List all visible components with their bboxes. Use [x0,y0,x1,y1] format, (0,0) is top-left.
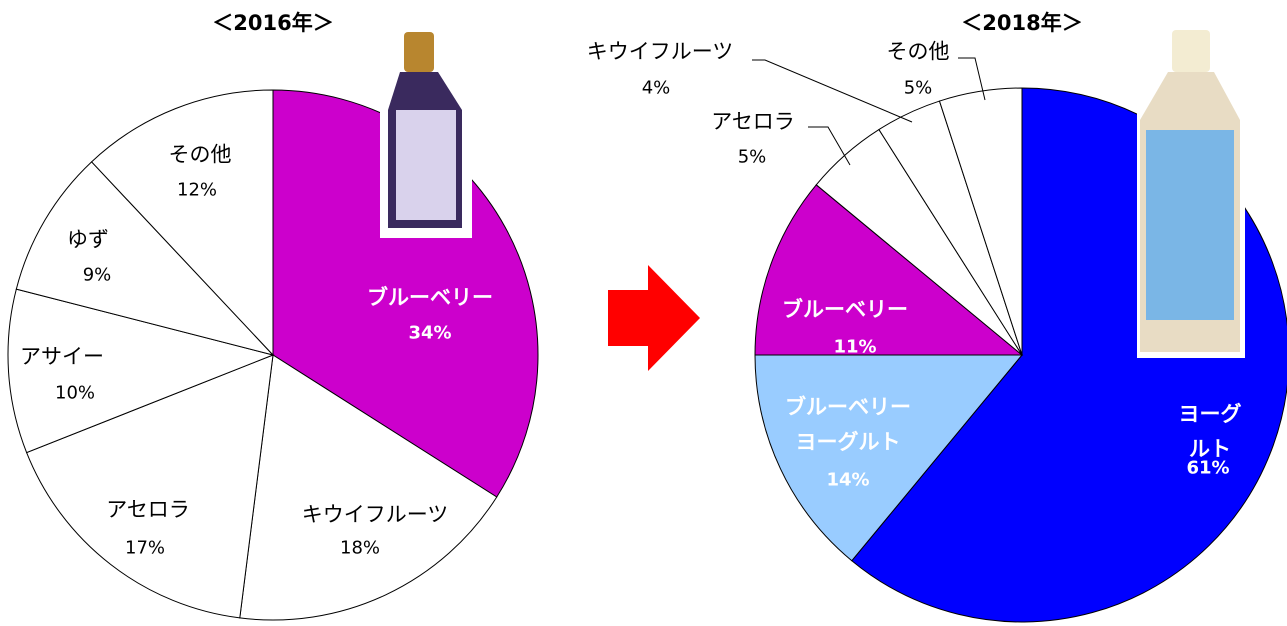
pie-slice [90,89,274,357]
product-bottle-right [1137,28,1245,358]
pie-slice [7,288,275,454]
category-label: ヨーグルト [1178,402,1242,461]
value-label: 11% [833,336,877,358]
value-label: 5% [737,146,767,168]
chart-title: ＜2016年＞ [212,11,334,35]
category-label: その他 [886,39,950,64]
category-label: アセロラ [711,109,795,134]
value-label: 10% [54,382,96,404]
value-label: 61% [1186,457,1230,479]
pie-slice [25,354,274,619]
pie-slice [239,354,498,621]
pie-slice [754,184,1024,356]
value-label: 9% [82,264,112,286]
pie-slice [15,161,275,356]
category-label: キウイフルーツ [586,39,734,64]
value-label: 4% [641,77,671,99]
category-label: ブルーベリー [367,285,493,310]
category-label: その他 [168,142,232,167]
leader-lines [752,57,986,166]
value-label: 34% [408,322,452,344]
value-label: 5% [903,77,933,99]
value-label: 18% [339,537,381,559]
pie [7,89,539,621]
category-label: ブルーベリー [782,297,908,322]
pie-slice [938,87,1023,356]
category-label: ゆず [67,227,109,252]
category-label: ブルーベリー ヨーグルト [785,395,911,454]
arrow [608,265,700,371]
value-label: 12% [176,179,218,201]
category-label: アサイー [20,344,104,369]
category-label: アセロラ [106,497,190,522]
value-label: 17% [124,537,166,559]
pie-slice [754,354,1024,562]
product-bottle-left [380,30,472,238]
chart-title: ＜2018年＞ [961,11,1083,35]
category-label: キウイフルーツ [301,502,449,527]
value-label: 14% [826,469,870,491]
